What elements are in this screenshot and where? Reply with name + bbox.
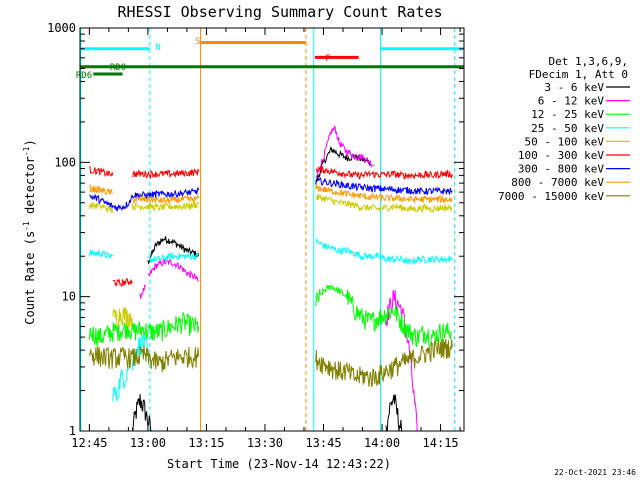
series-3-segment-3	[147, 251, 199, 263]
series-1-segment-2	[315, 125, 375, 179]
legend-entry-0: 3 - 6 keV	[544, 81, 604, 94]
y-label-main: Count Rate (s	[23, 231, 37, 325]
y-tick-label-1: 10	[62, 290, 76, 304]
flag-label-1: S	[195, 37, 200, 47]
flag-labels: N S F RD0 RD6	[76, 37, 331, 81]
series-0-segment-0	[131, 394, 153, 431]
series-0-segment-1	[147, 236, 200, 265]
x-tick-label-3: 13:30	[247, 436, 283, 450]
series-1-segment-1	[147, 258, 199, 282]
series-1-segment-0	[139, 284, 147, 299]
series-3-segment-1	[112, 366, 129, 402]
series-4-segment-2	[131, 201, 200, 212]
chart-title: RHESSI Observing Summary Count Rates	[117, 3, 442, 21]
series-2-segment-1	[315, 284, 453, 348]
x-tick-label-2: 13:15	[188, 436, 224, 450]
flag-label-0: N	[155, 43, 160, 53]
legend-entry-2: 12 - 25 keV	[531, 108, 604, 121]
legend-entry-5: 100 - 300 keV	[518, 149, 604, 162]
series-8	[88, 338, 453, 387]
series-0-segment-2	[315, 146, 371, 185]
series-7	[88, 183, 453, 204]
legend-header-0: Det 1,3,6,9,	[549, 55, 628, 68]
series-lines	[88, 125, 453, 431]
y-tick-label-2: 100	[54, 155, 76, 169]
y-tick-label-0: 1	[69, 424, 76, 438]
legend-entry-7: 800 - 7000 keV	[511, 176, 604, 189]
series-8-segment-0	[88, 345, 200, 373]
plot-frame	[79, 27, 465, 432]
legend-header-1: FDecim 1, Att 0	[529, 68, 628, 81]
legend-entry-1: 6 - 12 keV	[538, 95, 605, 108]
series-4-segment-0	[88, 202, 114, 213]
legend-entry-4: 50 - 100 keV	[525, 135, 605, 148]
series-5-segment-0	[89, 166, 114, 178]
series-3-segment-0	[88, 248, 114, 259]
legend-entry-3: 25 - 50 keV	[531, 122, 604, 135]
series-7-segment-0	[88, 183, 113, 196]
y-tick-label-3: 1000	[47, 21, 76, 35]
series-4-segment-3	[315, 194, 453, 214]
y-label-end: )	[23, 139, 37, 146]
y-label-exponent-1: -1	[22, 221, 31, 231]
legend-entry-6: 300 - 800 keV	[518, 163, 604, 176]
series-6-segment-0	[89, 193, 133, 212]
x-tick-label-6: 14:15	[423, 436, 459, 450]
y-axis-label: Count Rate (s-1 detector-1)	[22, 139, 37, 324]
series-0-segment-3	[385, 394, 403, 431]
footer-date: 22-Oct-2021 23:46	[554, 468, 636, 477]
series-7-segment-1	[131, 193, 200, 204]
series-8-segment-1	[315, 338, 453, 387]
x-tick-label-4: 13:45	[305, 436, 341, 450]
flag-label-2: F	[325, 54, 330, 64]
vertical-markers	[80, 28, 456, 431]
series-3-segment-4	[315, 237, 453, 266]
series-4-segment-1	[112, 306, 133, 328]
series-5-segment-3	[315, 165, 453, 180]
series-5-segment-1	[112, 278, 133, 287]
y-label-mid: detector	[23, 156, 37, 221]
flag-bars	[80, 40, 464, 76]
flag-label-5: RD6	[76, 71, 92, 81]
flag-label-4: RD0	[110, 63, 126, 73]
x-tick-label-1: 13:00	[130, 436, 166, 450]
legend-entry-8: 7000 - 15000 keV	[498, 190, 604, 203]
series-6-segment-2	[315, 176, 453, 196]
series-7-segment-2	[315, 184, 453, 204]
y-label-exponent-2: -1	[22, 146, 31, 156]
series-5	[89, 165, 453, 287]
axes: 12:45 13:00 13:15 13:30 13:45 14:00 14:15 1 10 10…	[47, 21, 464, 450]
x-tick-label-5: 14:00	[364, 436, 400, 450]
x-tick-label-0: 12:45	[71, 436, 107, 450]
series-4	[88, 194, 453, 328]
series-0	[131, 146, 403, 431]
series-5-segment-2	[131, 167, 200, 179]
x-axis-label: Start Time (23-Nov-14 12:43:22)	[167, 457, 391, 471]
